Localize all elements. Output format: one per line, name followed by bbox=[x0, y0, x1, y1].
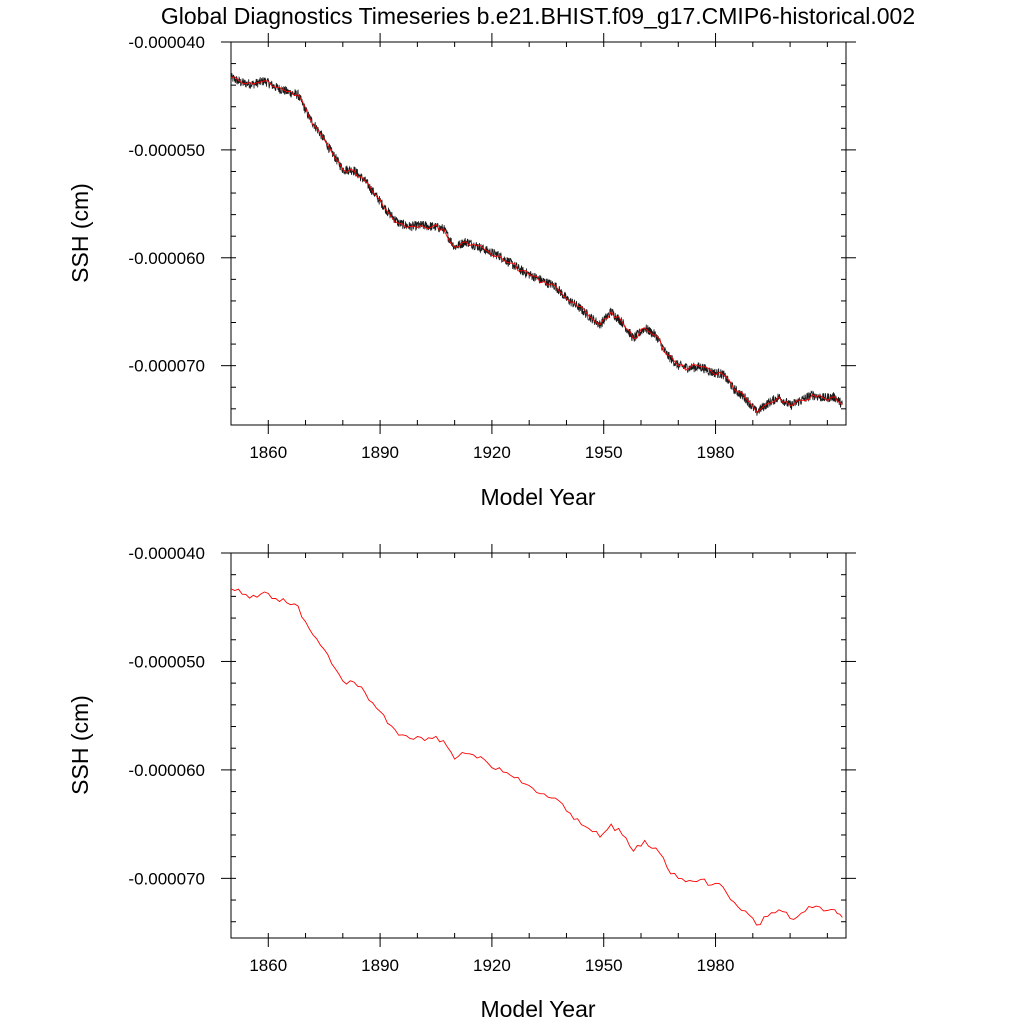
x-tick-label: 1950 bbox=[585, 956, 623, 975]
y-tick-label: -0.000060 bbox=[128, 761, 205, 780]
x-tick-label: 1860 bbox=[249, 956, 287, 975]
top-ticks: 1860 1890 1920 1950 1980 -0.000040 -0.000050 -0… bbox=[128, 33, 856, 462]
x-tick-label: 1980 bbox=[697, 956, 735, 975]
bottom-annual-series-line bbox=[230, 588, 843, 926]
x-tick-label: 1920 bbox=[473, 956, 511, 975]
y-tick-label: -0.000050 bbox=[128, 141, 205, 160]
top-monthly-series-line bbox=[230, 73, 843, 416]
x-tick-label: 1890 bbox=[361, 956, 399, 975]
bottom-y-axis-label: SSH (cm) bbox=[67, 695, 93, 795]
x-tick-label: 1920 bbox=[473, 443, 511, 462]
y-tick-label: -0.000070 bbox=[128, 869, 205, 888]
top-y-axis-label: SSH (cm) bbox=[67, 183, 93, 283]
y-tick-label: -0.000070 bbox=[128, 357, 205, 376]
top-plot-frame bbox=[230, 41, 847, 426]
bottom-ticks: 1860 1890 1920 1950 1980 -0.000040 -0.000050 -0… bbox=[128, 544, 856, 975]
x-tick-label: 1950 bbox=[585, 443, 623, 462]
chart-title: Global Diagnostics Timeseries b.e21.BHIS… bbox=[161, 3, 915, 29]
y-tick-label: -0.000040 bbox=[128, 544, 205, 563]
top-panel: 1860 1890 1920 1950 1980 -0.000040 -0.000050 -0… bbox=[67, 33, 856, 510]
top-series bbox=[230, 73, 843, 416]
bottom-x-axis-label: Model Year bbox=[480, 996, 595, 1022]
x-tick-label: 1860 bbox=[249, 443, 287, 462]
bottom-series bbox=[230, 588, 843, 926]
bottom-plot-frame bbox=[230, 552, 847, 939]
y-tick-label: -0.000050 bbox=[128, 652, 205, 671]
x-tick-label: 1890 bbox=[361, 443, 399, 462]
x-tick-label: 1980 bbox=[697, 443, 735, 462]
y-tick-label: -0.000040 bbox=[128, 33, 205, 52]
bottom-panel: 1860 1890 1920 1950 1980 -0.000040 -0.000050 -0… bbox=[67, 544, 856, 1022]
top-x-axis-label: Model Year bbox=[480, 484, 595, 510]
top-annual-series-line bbox=[230, 76, 843, 413]
y-tick-label: -0.000060 bbox=[128, 249, 205, 268]
